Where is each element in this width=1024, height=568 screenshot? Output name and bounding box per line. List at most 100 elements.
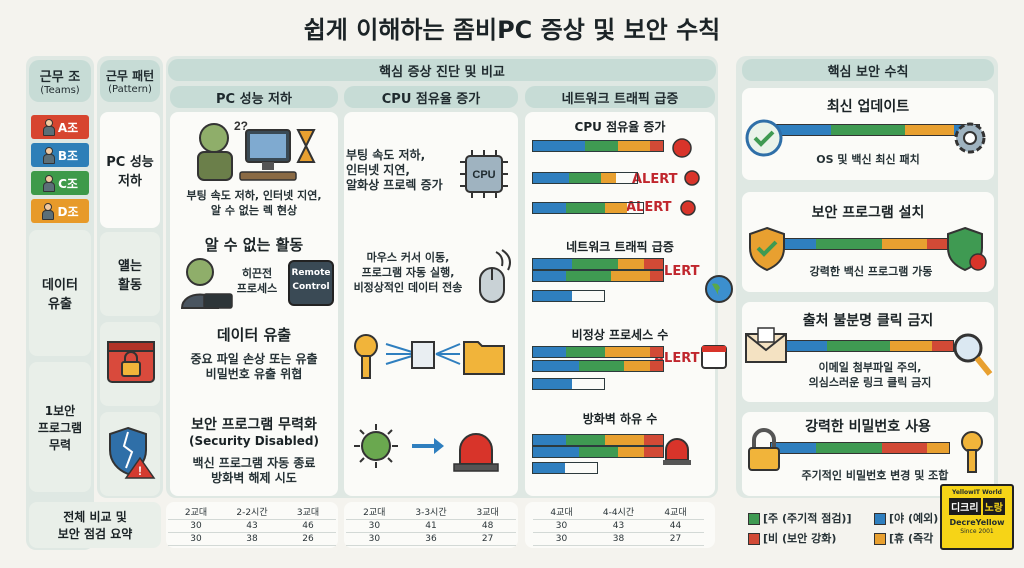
team-c: C조	[31, 171, 89, 195]
table-cell: 26	[280, 532, 336, 546]
summary-table-2: 2교대 3-3시간 3교대 30 41 48 30 36 27	[344, 502, 518, 548]
metric-bar-segment	[565, 347, 605, 357]
alert-label: ALERT	[654, 351, 700, 366]
page-title: 쉽게 이해하는 좀비PC 증상 및 보안 수칙	[303, 16, 721, 44]
virus-icon	[680, 200, 696, 216]
rule-1-title: 최신 업데이트	[826, 99, 910, 115]
legend-item-blue: [야 (예외)	[874, 510, 938, 526]
metric-bar-segment	[617, 447, 644, 457]
table-cell: 3교대	[280, 504, 336, 520]
metric-bar-segment	[617, 141, 650, 151]
cpu-chip-icon: CPU	[460, 150, 508, 198]
summary-table: 2교대 3-3시간 3교대 30 41 48 30 36 27	[346, 504, 516, 546]
metric-bar-segment	[643, 447, 663, 457]
metric-bar-segment	[533, 463, 565, 473]
pattern-header-sub: (Pattern)	[108, 84, 152, 95]
legend-label: [비 (보안 강화)	[763, 532, 837, 545]
key-data-transfer-icon	[354, 334, 505, 379]
rule-4-title: 강력한 비밀번호 사용	[805, 419, 931, 435]
metric-bar-segment	[533, 379, 573, 389]
metric-bar-segment	[572, 259, 618, 269]
virus-alarm-icon	[354, 424, 499, 472]
cpu-chip-label: CPU	[472, 169, 495, 181]
table-cell: 27	[647, 532, 704, 546]
row-label-data-leak: 데이터 유출	[29, 230, 91, 356]
metric-bar-segment	[578, 361, 624, 371]
metric-bar-segment	[533, 203, 566, 213]
metric-bar-segment	[533, 259, 572, 269]
brand-name: DecreYellow	[949, 518, 1005, 527]
metric-bar-segment	[604, 203, 627, 213]
brand-since: Since 2001	[960, 528, 994, 535]
person-icon	[41, 203, 55, 220]
metric-bar-segment	[624, 361, 650, 371]
metric-bar-segment	[565, 271, 611, 281]
metric-bar-segment	[533, 291, 573, 301]
metric-bar-segment	[533, 271, 566, 281]
symptom-3-desc: 중요 파일 손상 또는 유출 비밀번호 유출 위협	[190, 352, 318, 381]
legend-item-orange: [휴 (즉각	[874, 530, 933, 546]
metric-proc-title: 비정상 프로세스 수	[571, 328, 669, 342]
table-cell: 38	[224, 532, 280, 546]
legend-swatch	[748, 533, 760, 545]
metric-bar	[532, 346, 664, 358]
metric-bar	[532, 140, 664, 152]
teams-header-sub: (Teams)	[40, 85, 80, 96]
metric-cpu-title: CPU 점유율 증가	[574, 120, 666, 134]
symptom-4-subtitle: (Security Disabled)	[189, 434, 319, 448]
brand-left: 디크리	[948, 498, 981, 515]
metric-bar-segment	[604, 435, 644, 445]
rule-4-bar	[770, 442, 950, 454]
shield-gear-icon	[749, 226, 785, 272]
alert-label: ALERT	[626, 200, 672, 215]
person-icon	[42, 175, 56, 192]
padlock-icon	[748, 428, 780, 471]
broken-shield-icon: !	[109, 426, 156, 479]
row-label-security-disabled: 1보안 프로그램 무력	[29, 362, 91, 492]
table-cell: 27	[459, 532, 516, 546]
key-icon	[961, 431, 983, 473]
globe-icon	[705, 275, 733, 303]
mouse-icon	[479, 249, 511, 303]
rule-3-bar	[784, 340, 954, 352]
metric-bar	[532, 290, 605, 302]
summary-table-1: 2교대 2-2시간 3교대 30 43 46 30 38 26	[166, 502, 338, 548]
table-cell: 30	[168, 532, 224, 546]
symptom-4-title: 보안 프로그램 무력화	[191, 417, 317, 433]
rule-2-desc: 강력한 백신 프로그램 가동	[809, 265, 933, 278]
team-c-label: C조	[58, 176, 78, 191]
legend-swatch	[748, 513, 760, 525]
network-desc: 마우스 커서 이동, 프로그램 자동 실행, 비정상적인 데이터 전송	[353, 251, 463, 294]
table-cell: 4교대	[533, 504, 590, 520]
table-cell: 2-2시간	[224, 504, 280, 520]
column-header-network: 네트워크 트래픽 급증	[525, 86, 715, 108]
team-b: B조	[31, 143, 89, 167]
table-cell: 30	[533, 519, 590, 533]
virus-icon	[672, 138, 692, 158]
brand-badge: YellowIT World 디크리 노랑 DecreYellow Since …	[940, 484, 1014, 550]
summary-table-3: 4교대 4-4시간 4교대 30 43 44 30 38 27	[525, 502, 715, 548]
metric-bar-segment	[617, 259, 644, 269]
team-d-label: D조	[57, 204, 79, 219]
virus-icon	[684, 170, 700, 186]
metric-bar-segment	[650, 141, 663, 151]
teams-header: 근무 조 (Teams)	[29, 60, 91, 102]
remote-control-badge: Remote Control	[288, 260, 334, 306]
metric-bar	[532, 258, 664, 270]
table-cell: 3-3시간	[402, 504, 460, 520]
column-header-cpu: CPU 점유율 증가	[344, 86, 518, 108]
table-cell: 4교대	[647, 504, 704, 520]
alert-label: ALERT	[632, 172, 678, 187]
table-cell: 30	[533, 532, 590, 546]
metric-bar-segment	[533, 435, 566, 445]
metric-bar-segment	[533, 141, 585, 151]
table-cell: 46	[280, 519, 336, 533]
table-cell: 36	[402, 532, 460, 546]
table-cell: 38	[590, 532, 647, 546]
row-label-performance: PC 성능 저하	[100, 112, 160, 228]
pattern-header-label: 근무 패턴	[105, 69, 155, 83]
table-cell: 3교대	[459, 504, 516, 520]
rule-2-title: 보안 프로그램 설치	[811, 205, 925, 221]
svg-text:!: !	[138, 464, 142, 478]
hooded-hacker-icon	[180, 258, 233, 309]
